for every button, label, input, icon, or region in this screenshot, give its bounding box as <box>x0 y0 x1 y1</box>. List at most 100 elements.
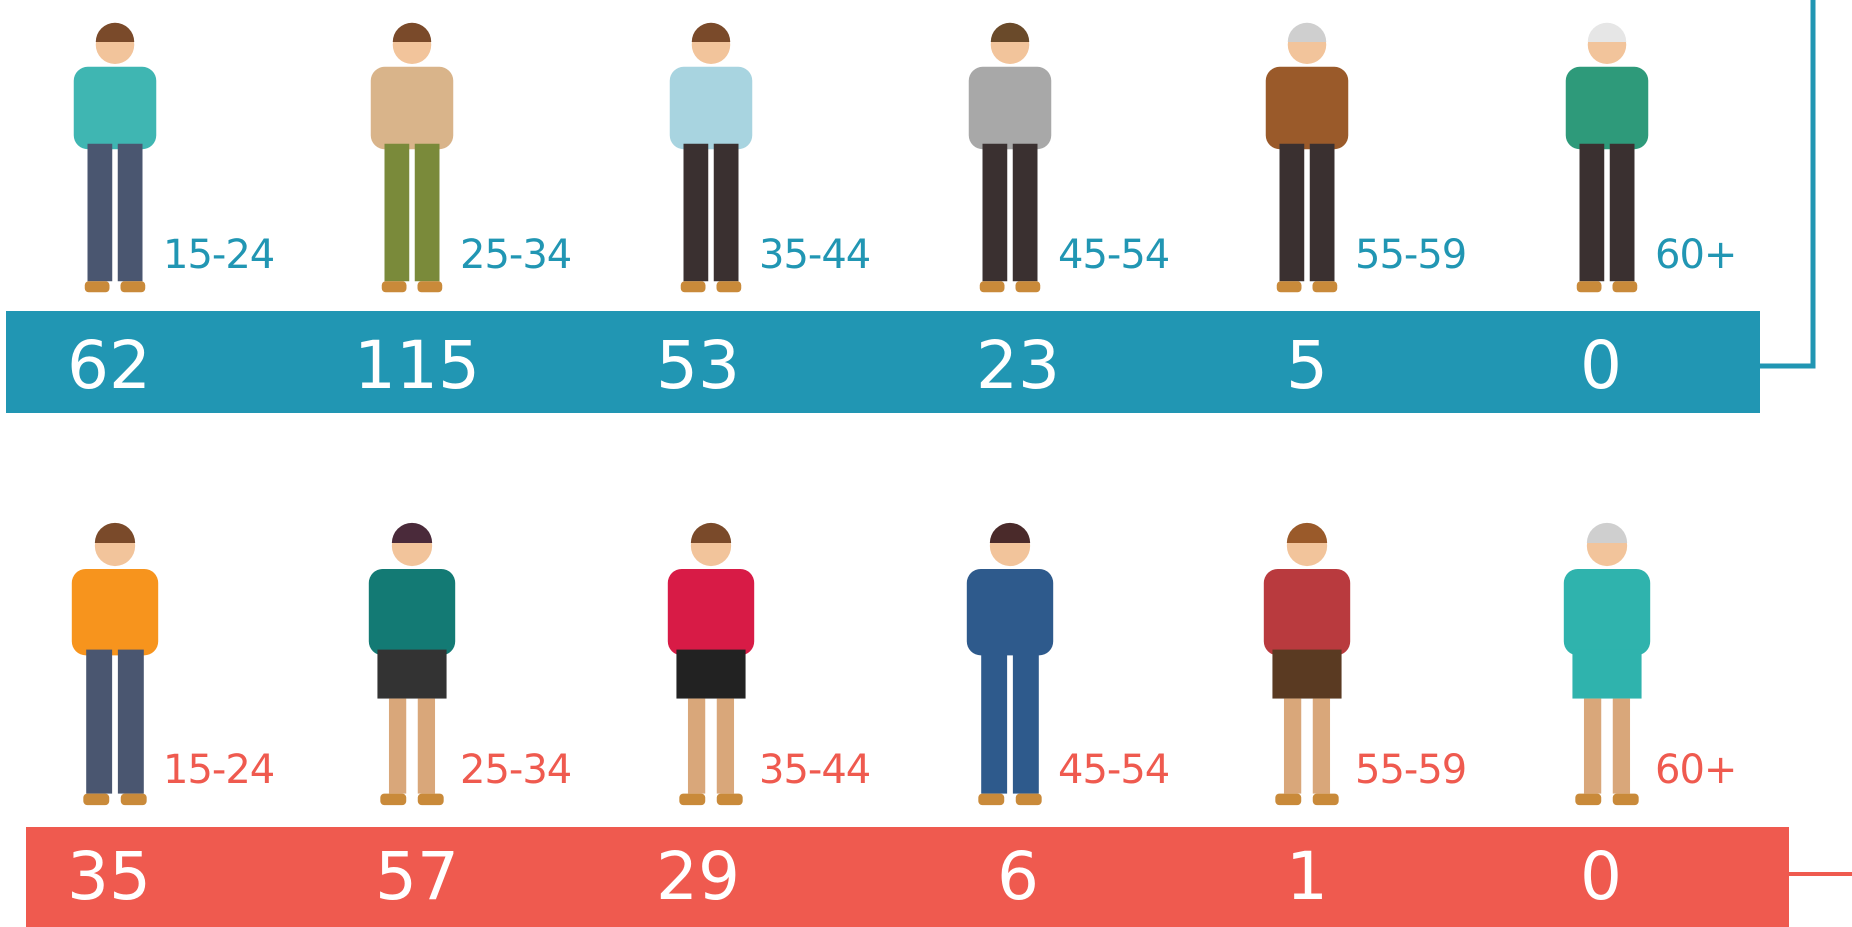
leg <box>88 144 113 282</box>
hair <box>1587 523 1627 543</box>
hair <box>691 523 731 543</box>
shoe <box>380 794 406 806</box>
count-value: 29 <box>656 838 740 915</box>
shoe <box>83 794 109 806</box>
hair <box>393 23 432 42</box>
count-value: 62 <box>67 327 151 404</box>
person-figure <box>72 523 158 805</box>
torso <box>668 569 754 655</box>
shoe <box>1575 794 1601 806</box>
shoe <box>121 281 146 292</box>
shoe <box>1016 794 1042 806</box>
shoe <box>121 794 147 806</box>
age-label: 15-24 <box>163 232 274 278</box>
shoe <box>978 794 1004 806</box>
leg <box>385 144 410 282</box>
leg <box>684 144 709 282</box>
count-value: 35 <box>67 838 151 915</box>
shoe <box>681 281 706 292</box>
shoe <box>679 794 705 806</box>
shoe <box>717 794 743 806</box>
hair <box>1288 23 1327 42</box>
leg <box>1310 144 1335 282</box>
connector-line <box>1760 0 1813 366</box>
torso <box>371 67 454 150</box>
age-label: 25-34 <box>460 232 571 278</box>
hair <box>95 523 135 543</box>
count-value: 57 <box>375 838 459 915</box>
person-figure <box>74 23 157 293</box>
person-figure <box>1564 523 1650 805</box>
shoe <box>717 281 742 292</box>
skirt <box>1572 650 1641 699</box>
torso <box>969 67 1052 150</box>
leg <box>1013 650 1039 794</box>
shoe <box>382 281 407 292</box>
leg <box>389 699 406 794</box>
shoe <box>980 281 1005 292</box>
count-value: 5 <box>1286 327 1328 404</box>
infographic: 15-24 62 25-34 115 35-44 53 45-54 23 55-59 5 60+ 0 1… <box>0 0 1852 927</box>
leg <box>418 699 435 794</box>
leg <box>1013 144 1038 282</box>
leg <box>415 144 440 282</box>
skirt <box>377 650 446 699</box>
shoe <box>1613 794 1639 806</box>
shoe <box>85 281 110 292</box>
male-band <box>6 311 1760 413</box>
hair <box>1287 523 1327 543</box>
leg <box>1280 144 1305 282</box>
age-label: 55-59 <box>1355 747 1466 793</box>
torso <box>967 569 1053 655</box>
person-figure <box>371 23 454 293</box>
torso <box>369 569 455 655</box>
age-label: 60+ <box>1655 747 1736 793</box>
age-label: 60+ <box>1655 232 1736 278</box>
count-value: 53 <box>656 327 740 404</box>
person-figure <box>668 523 754 805</box>
count-value: 0 <box>1580 838 1622 915</box>
age-label: 35-44 <box>759 747 870 793</box>
leg <box>1313 699 1330 794</box>
person-figure <box>1266 23 1349 293</box>
age-label: 45-54 <box>1058 232 1169 278</box>
shoe <box>1613 281 1638 292</box>
count-value: 23 <box>976 327 1060 404</box>
count-value: 0 <box>1580 327 1622 404</box>
leg <box>1580 144 1605 282</box>
hair <box>692 23 731 42</box>
shoe <box>1577 281 1602 292</box>
page: 15-24 62 25-34 115 35-44 53 45-54 23 55-59 5 60+ 0 1… <box>0 0 1852 927</box>
torso <box>1564 569 1650 655</box>
leg <box>118 650 144 794</box>
torso <box>72 569 158 655</box>
age-label: 35-44 <box>759 232 870 278</box>
shoe <box>1313 281 1338 292</box>
torso <box>74 67 157 150</box>
female-band <box>26 827 1789 927</box>
person-figure <box>967 523 1053 805</box>
count-value: 1 <box>1286 838 1328 915</box>
torso <box>670 67 753 150</box>
age-label: 15-24 <box>163 747 274 793</box>
hair <box>1588 23 1627 42</box>
skirt <box>1272 650 1341 699</box>
skirt <box>676 650 745 699</box>
shoe <box>418 794 444 806</box>
person-figure <box>369 523 455 805</box>
shoe <box>418 281 443 292</box>
leg <box>717 699 734 794</box>
hair <box>96 23 135 42</box>
hair <box>392 523 432 543</box>
hair <box>990 523 1030 543</box>
age-label: 45-54 <box>1058 747 1169 793</box>
count-value: 115 <box>354 327 480 404</box>
torso <box>1264 569 1350 655</box>
leg <box>981 650 1007 794</box>
person-figure <box>670 23 753 293</box>
leg <box>1584 699 1601 794</box>
leg <box>714 144 739 282</box>
person-figure <box>1566 23 1649 293</box>
shoe <box>1275 794 1301 806</box>
leg <box>688 699 705 794</box>
